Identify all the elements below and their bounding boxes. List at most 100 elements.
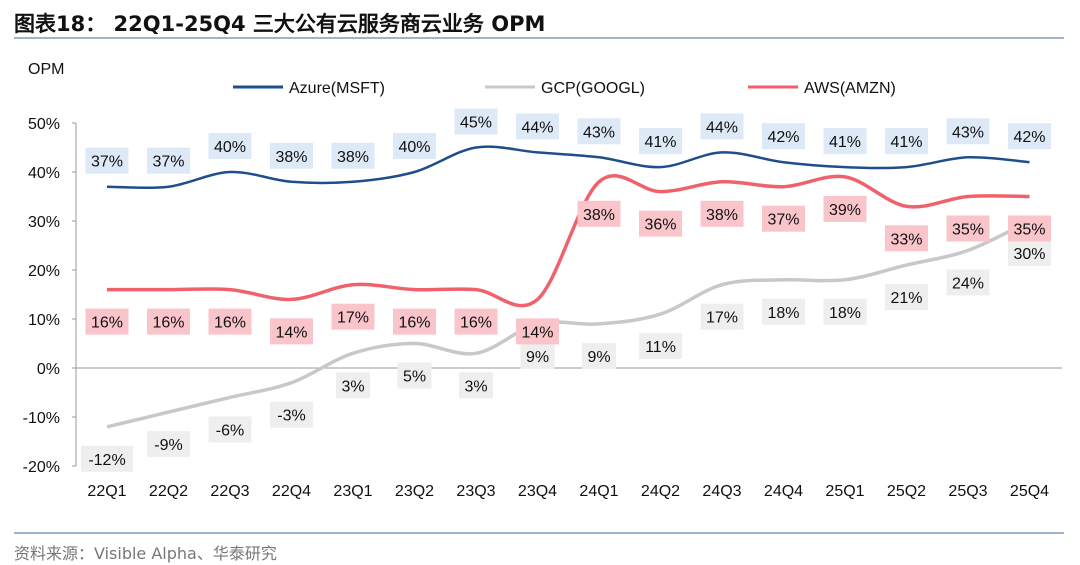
data-label-bg [208,308,252,335]
x-tick-label: 25Q3 [948,483,987,500]
page-title: 图表18： 22Q1-25Q4 三大公有云服务商云业务 OPM [14,12,546,36]
data-label: 11% [645,339,676,356]
x-tick-label: 22Q1 [87,483,126,500]
data-label: 38% [706,207,738,224]
x-tick-label: 23Q3 [456,483,495,500]
data-label: 40% [398,139,430,156]
x-tick-label: 23Q2 [395,483,434,500]
x-tick-label: 22Q2 [149,483,188,500]
legend-label: AWS(AMZN) [804,80,896,97]
data-label-bg [946,118,990,145]
data-label-bg [946,269,990,296]
data-label: 35% [1013,222,1045,239]
data-label: 44% [521,119,553,136]
data-label: 16% [214,315,246,332]
data-label: 43% [952,124,984,141]
y-tick-label: 30% [28,214,60,231]
x-tick-label: 22Q4 [272,483,311,500]
data-label-bg [85,308,129,335]
y-tick-label: -10% [23,410,60,427]
y-tick-label: 0% [37,361,60,378]
x-tick-label: 25Q4 [1010,483,1049,500]
data-label-bg [885,225,928,252]
x-tick-label: 22Q3 [210,483,249,500]
chart: OPM -20% -10% 0% 10% 20% 30% 40% 50% 22Q1 22Q2 22Q3… [23,61,1062,500]
data-label: 38% [337,149,369,166]
data-label-bg [331,303,375,330]
data-label: 43% [583,124,615,141]
data-label-bg [270,318,313,345]
series-line-2 [107,174,1030,308]
y-tick-label: 40% [28,165,60,182]
data-label: 38% [275,149,307,166]
data-label: 37% [152,154,184,171]
data-label-bg [577,200,621,227]
data-label-bg [331,142,375,169]
data-label: 39% [829,202,861,219]
data-label: 14% [275,324,307,341]
data-label: 21% [890,290,922,307]
data-label-bg [762,298,805,325]
data-label: 16% [91,315,123,332]
data-label: 18% [767,305,799,322]
data-label: 36% [644,217,676,234]
data-label-bg [516,113,559,140]
data-label: 37% [91,154,123,171]
data-label-bg [397,362,432,389]
x-tick-label: 23Q4 [518,483,557,500]
y-tick-label: 20% [28,263,60,280]
data-label-bg [1008,123,1051,150]
x-tick-label: 24Q3 [702,483,741,500]
data-label: 24% [952,275,984,292]
legend-label: Azure(MSFT) [289,80,385,97]
data-label-bg [147,147,190,174]
data-label: 41% [890,134,922,151]
data-label: 14% [521,324,553,341]
x-tick-label: 24Q4 [764,483,803,500]
data-label-bg [393,308,436,335]
data-label: 16% [460,315,492,332]
data-label-bg [1008,240,1051,266]
legend-label: GCP(GOOGL) [541,80,645,97]
data-label-bg [85,147,129,174]
source-note: 资料来源：Visible Alpha、华泰研究 [14,544,277,563]
data-label: 3% [464,378,487,395]
y-tick-label: -20% [23,459,60,476]
data-label: 41% [829,134,861,151]
x-tick-label: 25Q1 [825,483,864,500]
data-label: -12% [88,452,125,469]
data-label: 42% [767,129,799,146]
data-label: 42% [1013,129,1045,146]
y-tick-label: 10% [28,312,60,329]
x-tick-label: 25Q2 [887,483,926,500]
data-label: 16% [398,315,430,332]
data-label: 9% [526,349,549,366]
data-label-bg [639,333,682,360]
data-label-bg [700,303,744,330]
data-label-bg [520,342,555,369]
data-label: 37% [767,212,799,229]
data-label: 38% [583,207,615,224]
data-label-bg [700,200,744,227]
data-label: 40% [214,139,246,156]
data-label: 16% [152,315,184,332]
data-label-bg [454,108,498,135]
data-label-bg [762,123,805,150]
data-label-bg [208,133,252,159]
x-tick-label: 24Q2 [641,483,680,500]
data-label-bg [946,215,990,242]
series-line-0 [106,145,1030,190]
data-label-bg [1008,215,1051,242]
data-label: -9% [154,437,182,454]
data-label-bg [582,342,616,369]
data-label-bg [885,284,928,311]
data-label-bg [823,298,867,325]
data-label-bg [700,113,744,140]
data-label-bg [885,128,928,155]
data-label-bg [459,372,493,399]
data-label-bg [823,128,867,155]
x-tick-label: 23Q1 [333,483,372,500]
data-label: 5% [403,369,426,386]
data-label: 41% [644,134,676,151]
